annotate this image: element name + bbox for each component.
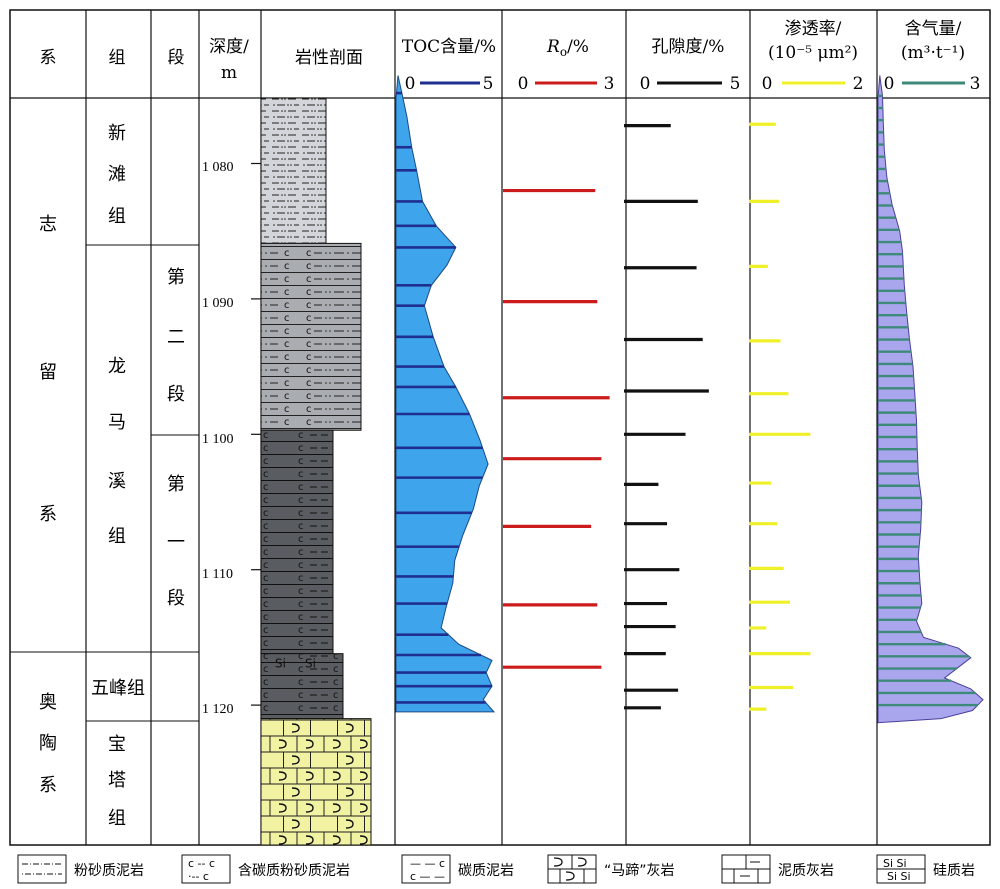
header-row: 系 组 段 深度/ m 岩性剖面 TOC含量/% Ro/% 孔隙度/% 渗透率/… <box>40 19 966 83</box>
siliceous-mark: Si <box>305 657 316 671</box>
legend-label: 含碳质粉砂质泥岩 <box>238 863 350 879</box>
legend-pattern-line <box>577 857 587 867</box>
gas-content-track <box>877 75 984 724</box>
toc-scale-min: 0 <box>405 74 416 94</box>
legend-swatch <box>181 854 231 884</box>
siliceous-mark: Si <box>275 657 286 671</box>
scale-keys: 0 5 0 3 0 5 0 2 0 3 <box>405 74 981 94</box>
legend-item: — — cc — — 碳质泥岩 <box>401 854 514 884</box>
header-formation: 组 <box>109 48 126 68</box>
toc-scale-max: 5 <box>483 74 494 94</box>
member-first-char: 第 <box>167 474 185 495</box>
depth-axis: 1 080 1 090 1 100 1 110 1 120 <box>202 160 261 717</box>
formation-xintan-char: 新 <box>108 123 126 144</box>
legend-label: 粉砂质泥岩 <box>74 863 144 879</box>
lithology-legend: 粉砂质泥岩 c -- c·-- c 含碳质粉砂质泥岩 — — cc — — 碳质泥岩 “马… <box>17 854 975 884</box>
ro-scale-max: 3 <box>604 74 615 94</box>
member-first-char: 一 <box>167 532 185 553</box>
perm-scale-max: 2 <box>853 74 864 94</box>
formation-xintan-char: 组 <box>108 206 126 227</box>
header-permeability-unit: (10⁻⁵ μm²) <box>768 43 858 63</box>
legend-label: 泥质灰岩 <box>778 863 834 879</box>
legend-label: 硅质岩 <box>933 863 975 879</box>
legend-pattern-text: Si Si <box>883 857 907 870</box>
system-ordovician-char: 陶 <box>39 733 57 754</box>
legend-pattern-text: ·-- c <box>188 870 209 883</box>
system-ordovician-char: 奥 <box>39 692 57 713</box>
formation-longmaxi-char: 马 <box>108 412 126 433</box>
formation-longmaxi-char: 溪 <box>108 471 126 492</box>
legend-item: 泥质灰岩 <box>721 854 834 884</box>
formation-wufeng: 五峰组 <box>91 678 145 699</box>
formation-baota-char: 组 <box>108 808 126 829</box>
header-ro: Ro/% <box>546 37 589 59</box>
permeability-track <box>749 122 811 711</box>
gas-area <box>877 75 984 724</box>
ro-scale-min: 0 <box>518 74 529 94</box>
legend-pattern-text: c -- c <box>188 857 215 870</box>
lithology-interval <box>260 242 362 431</box>
legend-item: c -- c·-- c 含碳质粉砂质泥岩 <box>181 854 350 884</box>
ro-track <box>503 188 610 669</box>
member-second-char: 二 <box>167 327 185 348</box>
formation-xintan-char: 滩 <box>108 164 126 185</box>
legend-pattern-line <box>553 857 563 867</box>
legend-pattern-text: Si Si <box>887 870 911 883</box>
stratigraphy-columns: 志 留 系 奥 陶 系 新 滩 组 龙 马 溪 组 五峰组 宝 塔 组 第 二 … <box>39 123 185 829</box>
legend-pattern-text: — — c <box>410 857 445 870</box>
gas-scale-min: 0 <box>884 74 895 94</box>
header-member: 段 <box>168 48 185 68</box>
depth-tick-label: 1 120 <box>202 702 234 717</box>
legend-swatch <box>401 854 451 884</box>
header-lithology: 岩性剖面 <box>295 48 363 68</box>
formation-baota-char: 宝 <box>108 734 126 755</box>
perm-scale-min: 0 <box>762 74 773 94</box>
legend-pattern-text: c — — <box>410 870 445 883</box>
header-gas: 含气量/ <box>905 19 962 39</box>
lithology-interval <box>260 718 372 846</box>
header-toc: TOC含量/% <box>402 37 496 57</box>
depth-tick-label: 1 090 <box>202 296 234 311</box>
legend-item: “马蹄”灰岩 <box>547 854 675 884</box>
formation-longmaxi-char: 龙 <box>108 356 126 377</box>
depth-tick-label: 1 110 <box>202 567 233 582</box>
header-depth: 深度/ <box>209 37 249 57</box>
system-silurian-char: 系 <box>39 504 57 525</box>
formation-baota-char: 塔 <box>108 770 126 791</box>
lithology-interval <box>260 97 327 244</box>
header-depth-unit: m <box>221 63 237 83</box>
gas-scale-max: 3 <box>970 74 981 94</box>
legend-label: “马蹄”灰岩 <box>604 862 675 879</box>
header-permeability: 渗透率/ <box>785 19 842 39</box>
legend-item: 粉砂质泥岩 <box>17 854 144 884</box>
member-second-char: 第 <box>167 267 185 288</box>
porosity-scale-max: 5 <box>730 74 741 94</box>
depth-tick-label: 1 080 <box>202 160 234 175</box>
system-silurian-char: 留 <box>39 362 57 383</box>
lithology-interval <box>260 429 334 655</box>
porosity-track <box>624 123 709 710</box>
member-second-char: 段 <box>167 384 185 405</box>
header-system: 系 <box>40 48 57 68</box>
system-ordovician-char: 系 <box>39 775 57 796</box>
toc-track <box>395 75 496 713</box>
toc-area <box>395 75 496 713</box>
lithology-column: Si Si <box>260 97 372 846</box>
lithology-interval <box>260 653 344 720</box>
legend-swatch <box>17 854 67 884</box>
member-first-char: 段 <box>167 588 185 609</box>
header-gas-unit: (m³·t⁻¹) <box>901 43 965 63</box>
porosity-scale-min: 0 <box>640 74 651 94</box>
formation-longmaxi-char: 组 <box>108 526 126 547</box>
table-border <box>9 9 991 846</box>
table-grid <box>9 9 991 846</box>
header-porosity: 孔隙度/% <box>652 37 725 57</box>
legend-label: 碳质泥岩 <box>458 863 514 879</box>
depth-tick-label: 1 100 <box>202 432 234 447</box>
system-silurian-char: 志 <box>39 214 57 235</box>
legend-pattern-line <box>565 871 575 881</box>
